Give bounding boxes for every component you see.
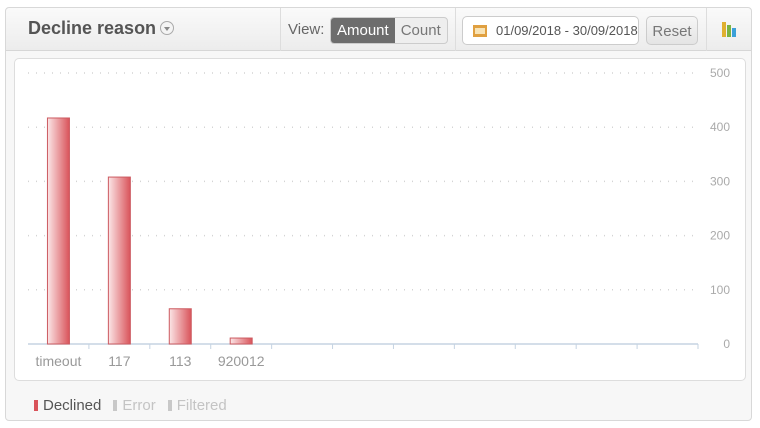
- x-tick-label: 920012: [218, 353, 265, 369]
- y-tick-label: 500: [710, 66, 730, 80]
- divider: [280, 8, 281, 51]
- x-tick-label: 113: [169, 353, 192, 369]
- widget-header: Decline reason View: Amount Count 01/09/…: [6, 8, 751, 51]
- y-tick-label: 300: [710, 174, 730, 188]
- bar-timeout: [46, 117, 70, 345]
- bar-113: [168, 308, 192, 345]
- legend-item-declined[interactable]: Declined: [34, 397, 101, 414]
- y-tick-label: 400: [710, 120, 730, 134]
- bar-chart: 0 100 200 300 400 500 timeout 117 113 920012: [28, 66, 730, 369]
- date-range-text: 01/09/2018 - 30/09/2018: [496, 23, 638, 38]
- view-toggle: Amount Count: [330, 17, 448, 44]
- view-count-button[interactable]: Count: [400, 22, 441, 39]
- legend-label: Error: [122, 397, 156, 414]
- title-text: Decline reason: [28, 18, 157, 38]
- legend-label: Filtered: [176, 397, 227, 414]
- view-amount-button[interactable]: Amount: [331, 18, 395, 43]
- calendar-icon: [473, 25, 487, 37]
- date-range-picker[interactable]: 01/09/2018 - 30/09/2018: [462, 16, 639, 45]
- divider: [455, 8, 456, 51]
- legend-swatch: [167, 400, 172, 411]
- dropdown-caret-icon[interactable]: [160, 21, 175, 35]
- legend-item-error[interactable]: Error: [113, 397, 156, 414]
- widget-title[interactable]: Decline reason: [28, 18, 175, 39]
- legend-swatch: [113, 400, 118, 411]
- view-label: View:: [288, 21, 325, 38]
- legend: Declined Error Filtered: [34, 397, 227, 414]
- chart-area: 0 100 200 300 400 500 timeout 117 113 920012: [14, 58, 746, 381]
- x-tick-label: 117: [108, 353, 131, 369]
- divider: [706, 8, 707, 51]
- bar-chart-icon[interactable]: [721, 20, 739, 38]
- legend-swatch: [34, 400, 38, 411]
- decline-reason-widget: Decline reason View: Amount Count 01/09/…: [5, 7, 752, 421]
- bar-920012: [229, 337, 253, 345]
- bar-117: [107, 176, 131, 345]
- x-tick-label: timeout: [35, 353, 81, 369]
- y-tick-label: 100: [710, 283, 730, 297]
- legend-item-filtered[interactable]: Filtered: [167, 397, 227, 414]
- legend-label: Declined: [43, 397, 102, 414]
- y-tick-label: 0: [723, 337, 730, 351]
- y-tick-label: 200: [710, 229, 730, 243]
- reset-button[interactable]: Reset: [646, 16, 698, 45]
